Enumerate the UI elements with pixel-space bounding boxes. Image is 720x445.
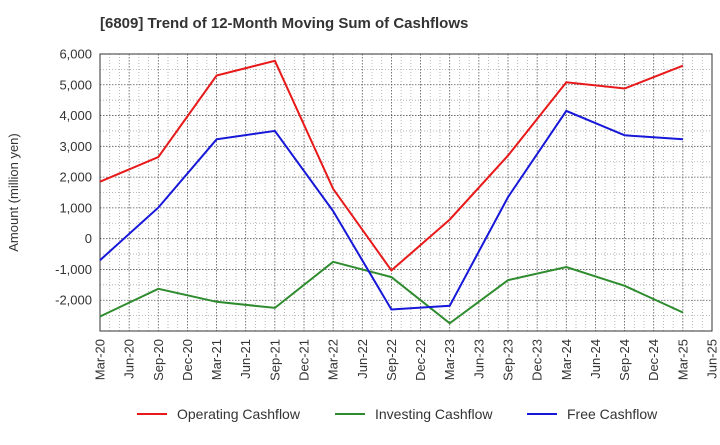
y-axis-label: Amount (million yen) [6, 133, 21, 252]
x-tick-label: Mar-20 [93, 339, 108, 380]
x-tick-label: Jun-22 [355, 339, 370, 379]
y-tick-label: 2,000 [59, 170, 92, 185]
x-tick-label: Dec-21 [297, 339, 312, 381]
x-tick-label: Jun-25 [705, 339, 720, 379]
x-tick-label: Sep-21 [267, 339, 282, 381]
y-tick-label: 4,000 [59, 108, 92, 123]
series-line-operating-cashflow [99, 59, 684, 272]
chart-title: [6809] Trend of 12-Month Moving Sum of C… [100, 15, 469, 32]
x-tick-label: Mar-21 [209, 339, 224, 380]
legend-label-investing-cashflow: Investing Cashflow [375, 406, 493, 422]
y-tick-label: 1,000 [59, 200, 92, 215]
x-tick-label: Sep-22 [384, 339, 399, 381]
x-tick-label: Mar-25 [675, 339, 690, 380]
y-tick-label: 3,000 [59, 139, 92, 154]
x-tick-label: Mar-23 [442, 339, 457, 380]
y-tick-label: -1,000 [55, 262, 92, 277]
x-tick-label: Sep-23 [501, 339, 516, 381]
x-tick-label: Mar-22 [326, 339, 341, 380]
x-tick-label: Sep-24 [617, 339, 632, 381]
x-tick-label: Mar-24 [559, 339, 574, 380]
x-tick-label: Jun-21 [238, 339, 253, 379]
legend-label-free-cashflow: Free Cashflow [567, 406, 658, 422]
x-tick-label: Jun-20 [122, 339, 137, 379]
legend-label-operating-cashflow: Operating Cashflow [177, 406, 301, 422]
y-tick-label: 6,000 [59, 47, 92, 62]
y-tick-label: -2,000 [55, 293, 92, 308]
x-tick-label: Dec-20 [180, 339, 195, 381]
x-tick-label: Jun-23 [471, 339, 486, 379]
y-tick-label: 0 [85, 231, 92, 246]
x-tick-label: Dec-23 [530, 339, 545, 381]
plot-area [99, 53, 713, 332]
series-line-free-cashflow [99, 109, 683, 311]
x-tick-label: Sep-20 [151, 339, 166, 381]
x-tick-label: Jun-24 [588, 339, 603, 379]
x-tick-label: Dec-22 [413, 339, 428, 381]
series-line-investing-cashflow [99, 260, 684, 325]
x-tick-label: Dec-24 [646, 339, 661, 381]
y-tick-label: 5,000 [59, 77, 92, 92]
